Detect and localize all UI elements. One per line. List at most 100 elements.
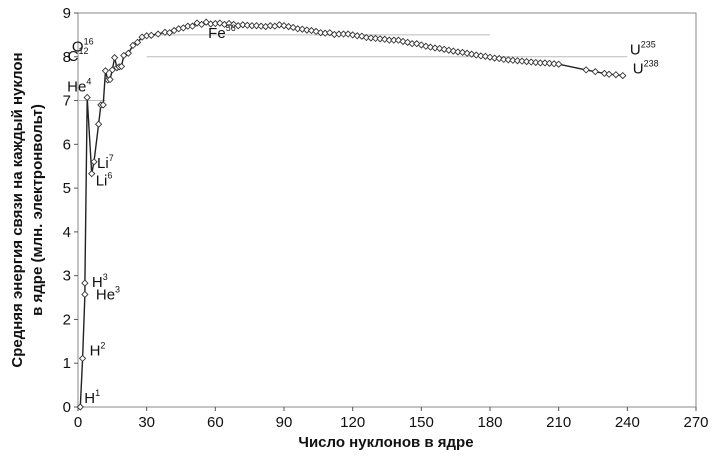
isotope-element: Li	[97, 155, 109, 172]
data-point	[422, 42, 430, 50]
isotope-label: H2	[90, 340, 106, 359]
data-point	[94, 120, 103, 128]
data-point	[99, 101, 107, 109]
data-point	[165, 29, 174, 37]
data-point	[399, 37, 407, 46]
data-point	[101, 67, 110, 75]
data-point	[197, 20, 206, 29]
isotope-mass: 6	[107, 171, 112, 181]
data-point	[120, 51, 128, 60]
isotope-label: U235	[630, 40, 656, 59]
data-point	[275, 21, 284, 29]
isotope-mass: 1	[95, 388, 100, 398]
isotope-mass: 4	[86, 76, 91, 86]
isotope-element: C	[68, 48, 79, 65]
data-point	[326, 29, 334, 37]
y-tick-label: 4	[63, 224, 71, 241]
x-tick-label: 120	[340, 414, 365, 431]
x-tick-label: 210	[546, 414, 571, 431]
isotope-label: H1	[84, 388, 100, 407]
isotope-element: U	[633, 61, 644, 78]
isotope-label: O16	[72, 37, 94, 56]
x-tick-label: 180	[477, 414, 502, 431]
data-point	[344, 30, 352, 38]
isotope-element: U	[630, 42, 641, 59]
data-point	[349, 31, 357, 39]
isotope-label: U238	[633, 59, 659, 78]
isotope-mass: 56	[226, 23, 236, 33]
data-point	[225, 19, 233, 28]
isotope-mass: 12	[78, 46, 88, 56]
x-axis-label: Число нуклонов в ядре	[298, 434, 473, 451]
isotope-element: H	[92, 274, 103, 291]
x-tick-label: 240	[615, 414, 640, 431]
data-point	[522, 57, 531, 66]
data-point	[307, 26, 316, 35]
data-point	[527, 58, 535, 66]
isotope-mass: 7	[109, 153, 114, 163]
data-point	[371, 34, 380, 43]
data-point	[555, 60, 563, 68]
data-point	[413, 40, 421, 48]
isotope-mass: 238	[644, 59, 659, 69]
data-point	[619, 71, 627, 80]
data-point	[612, 71, 620, 79]
y-tick-label: 2	[63, 311, 71, 328]
data-point	[500, 55, 508, 64]
isotope-label: He3	[96, 284, 120, 303]
data-point	[117, 62, 126, 71]
data-point	[280, 22, 288, 30]
y-tick-label: 5	[63, 180, 71, 197]
data-point	[495, 54, 503, 63]
data-point	[518, 57, 526, 65]
isotope-label: H3	[92, 272, 108, 291]
data-point	[88, 170, 96, 178]
data-point	[154, 30, 162, 38]
data-point	[303, 26, 311, 34]
data-point	[513, 57, 522, 65]
data-point	[110, 54, 119, 62]
data-point	[490, 54, 499, 62]
y-tick-label: 6	[63, 136, 71, 153]
data-point	[426, 43, 435, 51]
data-point	[133, 38, 142, 46]
data-point	[252, 22, 261, 30]
data-point	[161, 28, 169, 36]
data-point	[591, 68, 599, 76]
data-point	[367, 34, 375, 42]
data-point	[78, 354, 87, 363]
y-tick-label: 1	[63, 355, 71, 372]
data-point	[81, 279, 89, 287]
data-point	[239, 21, 247, 29]
data-point	[481, 52, 490, 60]
data-point	[436, 44, 444, 53]
data-point	[486, 53, 494, 61]
y-axis-label-line1: Средняя энергия связи на каждый нуклон	[9, 52, 26, 367]
data-point	[124, 49, 132, 57]
isotope-element: H	[84, 390, 95, 407]
isotope-mass: 3	[115, 284, 120, 294]
data-point	[468, 50, 476, 58]
y-tick-label: 8	[63, 49, 71, 66]
binding-energy-series	[76, 18, 627, 411]
data-point	[284, 22, 293, 31]
isotope-mass: 235	[641, 40, 656, 50]
isotope-label: Li7	[97, 153, 114, 172]
data-point	[147, 31, 155, 39]
data-point	[362, 33, 371, 42]
data-point	[472, 51, 480, 59]
data-point	[532, 58, 540, 67]
data-point	[582, 66, 590, 74]
data-point	[545, 59, 554, 67]
isotope-label: Fe56	[208, 23, 236, 42]
isotope-element: Li	[96, 173, 108, 190]
data-point	[509, 56, 517, 64]
y-tick-label: 3	[63, 268, 71, 285]
data-point	[445, 46, 453, 54]
isotope-element: O	[72, 39, 84, 56]
x-tick-label: 0	[74, 414, 82, 431]
isotope-mass: 3	[103, 272, 108, 282]
plot-area-frame	[77, 12, 697, 408]
